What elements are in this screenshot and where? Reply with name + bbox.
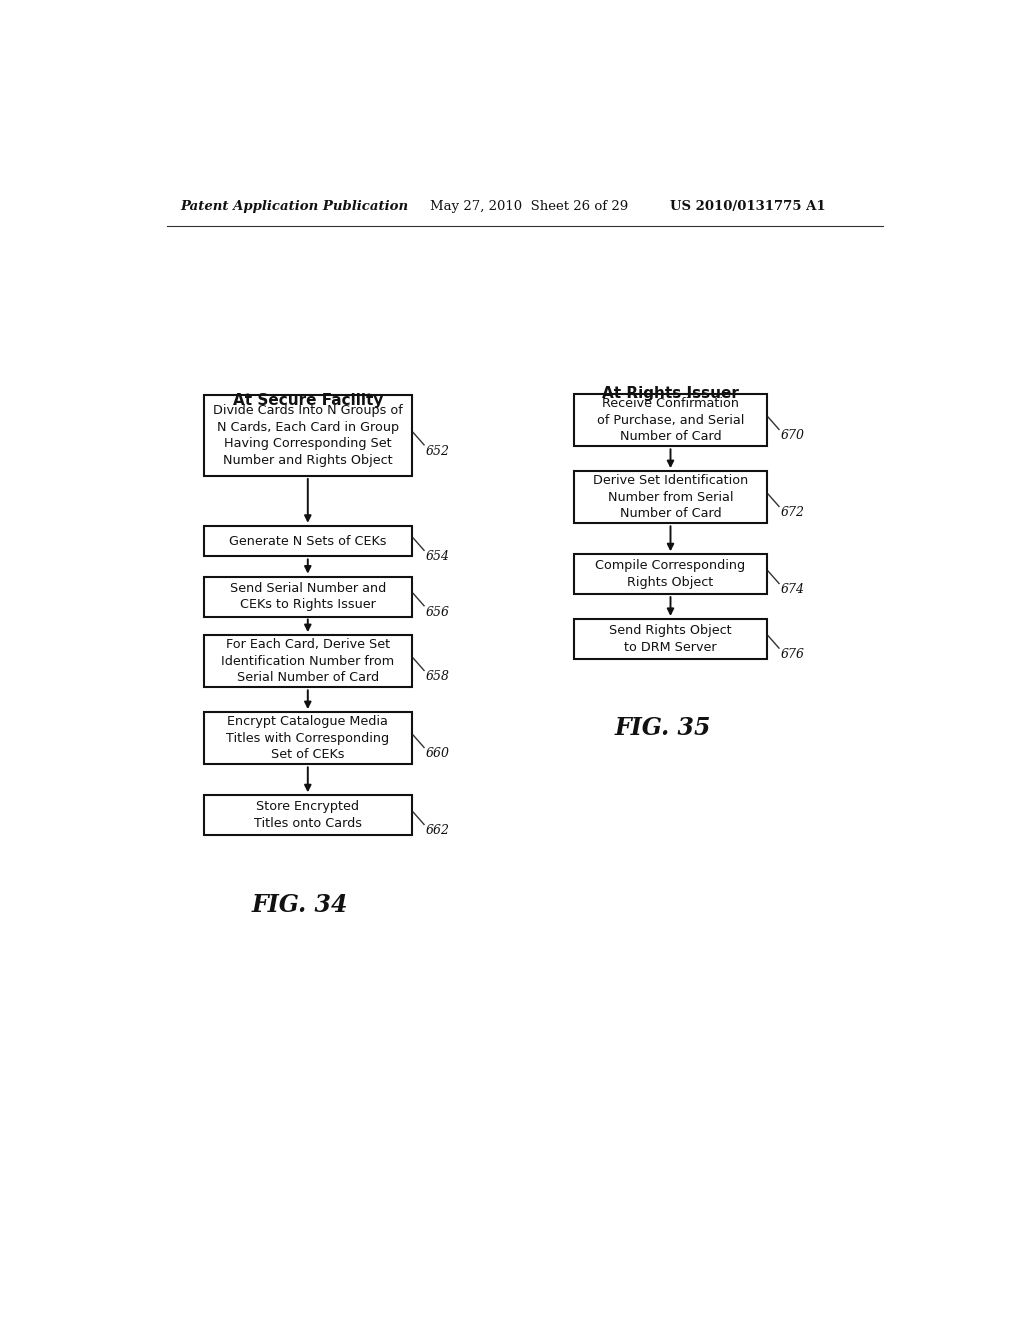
- Text: At Rights Issuer: At Rights Issuer: [602, 385, 739, 401]
- Text: For Each Card, Derive Set
Identification Number from
Serial Number of Card: For Each Card, Derive Set Identification…: [221, 638, 394, 684]
- Bar: [204, 577, 412, 616]
- Text: FIG. 34: FIG. 34: [252, 894, 348, 917]
- Bar: [204, 525, 412, 557]
- Text: Encrypt Catalogue Media
Titles with Corresponding
Set of CEKs: Encrypt Catalogue Media Titles with Corr…: [226, 715, 389, 762]
- Bar: [204, 795, 412, 836]
- Text: 658: 658: [426, 671, 450, 684]
- Text: Receive Confirmation
of Purchase, and Serial
Number of Card: Receive Confirmation of Purchase, and Se…: [597, 397, 744, 444]
- Text: Patent Application Publication: Patent Application Publication: [180, 199, 409, 213]
- Text: Generate N Sets of CEKs: Generate N Sets of CEKs: [229, 535, 386, 548]
- Text: Send Rights Object
to DRM Server: Send Rights Object to DRM Server: [609, 624, 732, 653]
- Text: Divide Cards Into N Groups of
N Cards, Each Card in Group
Having Corresponding S: Divide Cards Into N Groups of N Cards, E…: [213, 404, 402, 467]
- Text: 660: 660: [426, 747, 450, 760]
- Text: 654: 654: [426, 550, 450, 564]
- Bar: [204, 395, 412, 477]
- Text: 676: 676: [780, 648, 805, 661]
- Bar: [204, 635, 412, 688]
- Bar: [574, 471, 767, 523]
- Text: Store Encrypted
Titles onto Cards: Store Encrypted Titles onto Cards: [254, 800, 361, 830]
- Bar: [574, 619, 767, 659]
- Bar: [204, 711, 412, 764]
- Text: 674: 674: [780, 583, 805, 597]
- Text: 662: 662: [426, 825, 450, 837]
- Text: 672: 672: [780, 507, 805, 520]
- Text: 652: 652: [426, 445, 450, 458]
- Text: Send Serial Number and
CEKs to Rights Issuer: Send Serial Number and CEKs to Rights Is…: [229, 582, 386, 611]
- Bar: [574, 395, 767, 446]
- Text: US 2010/0131775 A1: US 2010/0131775 A1: [671, 199, 826, 213]
- Text: May 27, 2010  Sheet 26 of 29: May 27, 2010 Sheet 26 of 29: [430, 199, 629, 213]
- Text: 670: 670: [780, 429, 805, 442]
- Bar: [574, 554, 767, 594]
- Text: 656: 656: [426, 606, 450, 619]
- Text: FIG. 35: FIG. 35: [614, 717, 711, 741]
- Text: At Secure Facility: At Secure Facility: [232, 393, 383, 408]
- Text: Derive Set Identification
Number from Serial
Number of Card: Derive Set Identification Number from Se…: [593, 474, 749, 520]
- Text: Compile Corresponding
Rights Object: Compile Corresponding Rights Object: [595, 560, 745, 589]
